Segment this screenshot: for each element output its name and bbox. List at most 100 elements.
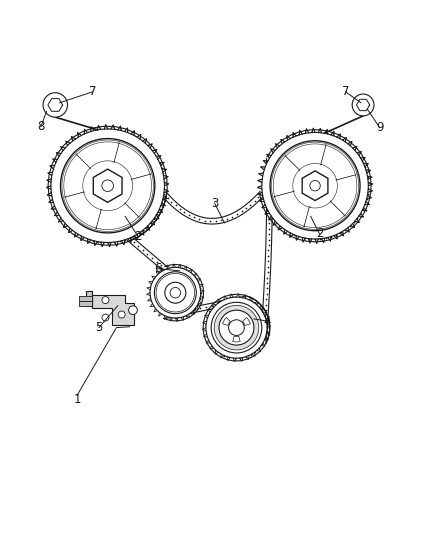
Point: [131, 132, 138, 140]
Point: [266, 159, 273, 168]
Point: [357, 209, 364, 218]
Polygon shape: [275, 191, 309, 226]
Polygon shape: [233, 336, 240, 342]
Point: [261, 199, 268, 208]
Point: [196, 304, 203, 313]
Text: 3: 3: [211, 197, 218, 209]
Point: [208, 341, 215, 350]
Point: [85, 128, 92, 136]
Point: [263, 289, 270, 298]
Point: [53, 156, 60, 164]
Point: [56, 212, 63, 220]
Circle shape: [150, 268, 201, 318]
Point: [218, 216, 225, 224]
Point: [144, 222, 151, 231]
Point: [266, 214, 273, 222]
Point: [261, 311, 268, 320]
Point: [208, 302, 215, 310]
Circle shape: [310, 181, 320, 191]
Point: [196, 215, 203, 224]
Point: [264, 268, 271, 277]
Point: [121, 236, 128, 244]
Point: [181, 208, 188, 216]
Point: [231, 293, 238, 301]
Point: [350, 144, 357, 153]
Point: [135, 229, 142, 237]
Polygon shape: [77, 142, 119, 168]
Point: [179, 308, 186, 317]
Point: [237, 293, 244, 302]
Point: [353, 214, 360, 223]
Polygon shape: [64, 155, 90, 197]
Point: [179, 264, 186, 272]
Polygon shape: [93, 169, 122, 203]
Point: [51, 160, 58, 169]
Point: [195, 278, 202, 287]
Point: [266, 171, 273, 179]
Point: [205, 310, 212, 319]
Point: [265, 236, 272, 244]
Point: [353, 149, 360, 157]
Point: [261, 327, 268, 336]
Point: [95, 237, 102, 246]
Point: [177, 205, 184, 213]
Point: [361, 163, 368, 171]
Point: [295, 232, 302, 241]
Polygon shape: [223, 318, 230, 325]
Point: [285, 135, 292, 144]
Point: [232, 297, 239, 305]
Point: [337, 228, 344, 237]
Point: [191, 305, 198, 314]
Point: [263, 328, 270, 336]
Point: [327, 232, 334, 241]
Polygon shape: [92, 295, 134, 326]
Point: [350, 218, 357, 227]
Text: 9: 9: [376, 121, 383, 134]
Point: [269, 150, 276, 158]
Point: [360, 205, 367, 213]
Point: [290, 133, 297, 141]
Point: [192, 273, 199, 282]
Point: [49, 171, 56, 179]
Point: [158, 261, 165, 270]
Point: [158, 200, 165, 208]
Text: 8: 8: [37, 120, 45, 133]
Point: [205, 337, 212, 345]
Point: [364, 189, 371, 198]
Point: [71, 227, 78, 236]
Point: [172, 201, 179, 210]
Point: [85, 235, 92, 243]
Point: [151, 149, 158, 158]
Point: [255, 193, 262, 201]
Point: [265, 224, 272, 233]
Point: [261, 322, 268, 330]
Point: [75, 133, 82, 141]
Point: [202, 321, 209, 329]
Point: [130, 238, 137, 246]
Point: [136, 134, 143, 143]
Point: [139, 226, 146, 235]
Point: [257, 304, 264, 312]
Circle shape: [43, 93, 67, 117]
Point: [290, 230, 297, 239]
Circle shape: [118, 311, 125, 318]
Point: [191, 304, 198, 313]
Point: [212, 302, 219, 310]
Point: [126, 234, 133, 243]
Point: [265, 252, 272, 260]
Point: [173, 309, 180, 318]
Point: [260, 194, 267, 203]
Polygon shape: [304, 201, 345, 228]
Point: [237, 354, 244, 362]
Point: [281, 225, 288, 233]
Circle shape: [60, 139, 155, 233]
Point: [197, 289, 204, 297]
Point: [363, 168, 370, 176]
Point: [262, 333, 269, 342]
Point: [71, 135, 78, 144]
Point: [247, 296, 254, 305]
Point: [188, 269, 195, 278]
Point: [153, 257, 160, 266]
Point: [285, 228, 292, 236]
Point: [242, 352, 249, 361]
